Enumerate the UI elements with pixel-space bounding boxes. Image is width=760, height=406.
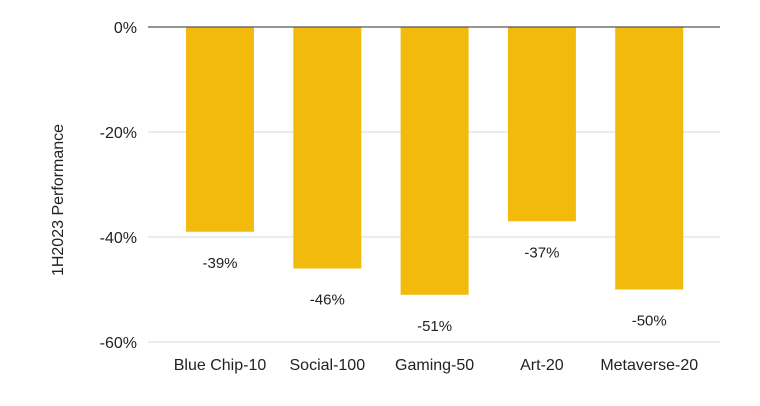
y-axis-label: 1H2023 Performance xyxy=(50,124,67,276)
data-label: -37% xyxy=(524,244,559,261)
data-label: -39% xyxy=(202,255,237,272)
bars xyxy=(186,27,684,295)
x-tick-label: Gaming-50 xyxy=(395,357,474,374)
x-tick-label: Social-100 xyxy=(290,357,366,374)
y-tick-label: -60% xyxy=(100,335,137,352)
bar xyxy=(293,27,362,269)
x-axis-ticks: Blue Chip-10 Social-100 Gaming-50 Art-20 Met… xyxy=(174,357,698,374)
data-label: -51% xyxy=(417,318,452,335)
y-tick-label: 0% xyxy=(114,20,137,37)
data-labels: -39% -46% -51% -37% -50% xyxy=(202,244,666,335)
bar xyxy=(615,27,684,290)
x-tick-label: Art-20 xyxy=(520,357,564,374)
bar xyxy=(186,27,254,232)
y-axis-ticks: 0% -20% -40% -60% xyxy=(100,20,137,352)
y-tick-label: -40% xyxy=(100,230,137,247)
data-label: -50% xyxy=(632,313,667,330)
data-label: -46% xyxy=(310,292,345,309)
y-tick-label: -20% xyxy=(100,125,137,142)
bar xyxy=(507,27,576,222)
bar xyxy=(400,27,469,295)
x-tick-label: Metaverse-20 xyxy=(600,357,698,374)
x-tick-label: Blue Chip-10 xyxy=(174,357,267,374)
